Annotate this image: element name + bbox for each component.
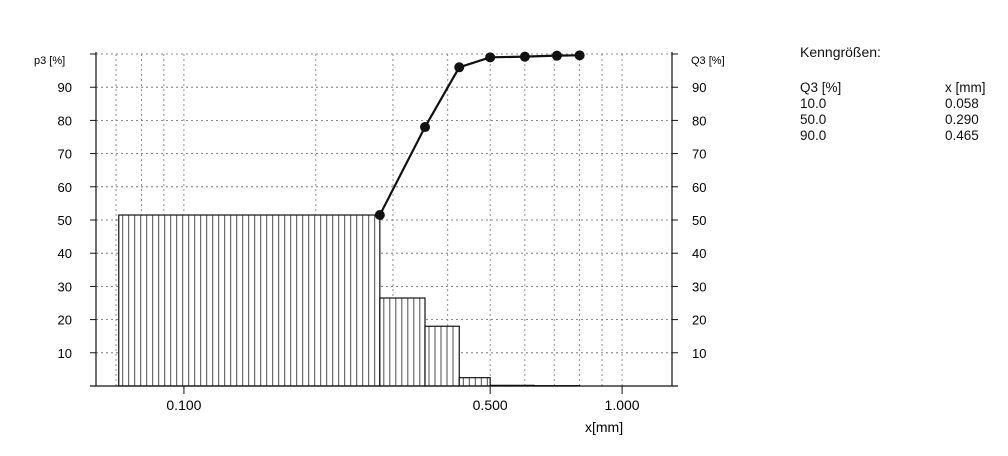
right-tick-label: 20 bbox=[692, 313, 706, 328]
q3-value: 10.0 bbox=[800, 96, 827, 111]
right-tick-label: 10 bbox=[692, 346, 706, 361]
kenngroessen-row: 50.0 0.290 bbox=[800, 112, 1000, 128]
cumulative-line bbox=[378, 54, 580, 216]
cumulative-point bbox=[551, 50, 562, 61]
histogram-bar bbox=[379, 297, 426, 387]
right-tick-label: 40 bbox=[692, 246, 706, 261]
left-tick-label: 30 bbox=[58, 279, 72, 294]
histogram-bar bbox=[458, 377, 491, 387]
left-tick-label: 90 bbox=[58, 80, 72, 95]
right-tick-label: 50 bbox=[692, 213, 706, 228]
cumulative-point bbox=[519, 51, 530, 62]
x-axis-label: x[mm] bbox=[585, 419, 623, 435]
kenngroessen-row: 10.0 0.058 bbox=[800, 96, 1000, 112]
kenngroessen-title: Kenngrößen: bbox=[800, 44, 881, 60]
x-tick-label: 0.100 bbox=[166, 397, 201, 413]
kenngroessen-row: 90.0 0.465 bbox=[800, 128, 1000, 144]
x-tick-label: 0.500 bbox=[473, 397, 508, 413]
histogram-bar bbox=[118, 214, 381, 387]
kenngroessen-panel: Kenngrößen: Q3 [%] x [mm] 10.0 0.058 50.… bbox=[800, 44, 1000, 144]
col-x-header: x [mm] bbox=[945, 80, 986, 95]
bar-rect bbox=[379, 297, 426, 387]
left-tick-label: 60 bbox=[58, 180, 72, 195]
q3-value: 90.0 bbox=[800, 128, 827, 143]
left-tick-label: 50 bbox=[58, 213, 72, 228]
bar-rect bbox=[118, 214, 381, 387]
right-tick-label: 80 bbox=[692, 113, 706, 128]
histogram-bars bbox=[118, 214, 581, 387]
right-tick-label: 60 bbox=[692, 180, 706, 195]
col-q3-header: Q3 [%] bbox=[800, 80, 842, 95]
left-tick-label: 40 bbox=[58, 246, 72, 261]
kenngroessen-header: Q3 [%] x [mm] bbox=[800, 80, 1000, 96]
x-value: 0.465 bbox=[945, 128, 979, 143]
chart-axes: 10 10 20 20 30 30 40 40 50 50 60 60 70 70 80 80 90 90 0.10… bbox=[58, 52, 706, 413]
cumulative-point bbox=[374, 210, 385, 221]
left-axis-label: p3 [%] bbox=[34, 55, 65, 67]
q3-value: 50.0 bbox=[800, 112, 827, 127]
x-tick-label: 1.000 bbox=[605, 397, 640, 413]
right-axis-label: Q3 [%] bbox=[691, 55, 725, 67]
right-tick-label: 70 bbox=[692, 147, 706, 162]
x-value: 0.058 bbox=[945, 96, 979, 111]
cumulative-point bbox=[454, 62, 465, 73]
left-tick-label: 20 bbox=[58, 313, 72, 328]
cumulative-point bbox=[574, 50, 585, 61]
cumulative-point bbox=[485, 52, 496, 63]
x-value: 0.290 bbox=[945, 112, 979, 127]
bar-rect bbox=[458, 377, 491, 387]
right-tick-label: 90 bbox=[692, 80, 706, 95]
histogram-bar bbox=[424, 325, 460, 387]
left-tick-label: 80 bbox=[58, 113, 72, 128]
right-tick-label: 30 bbox=[692, 279, 706, 294]
bar-rect bbox=[424, 325, 460, 387]
cumulative-curve bbox=[374, 50, 585, 221]
cumulative-point bbox=[420, 122, 431, 133]
left-tick-label: 10 bbox=[58, 346, 72, 361]
left-tick-label: 70 bbox=[58, 147, 72, 162]
